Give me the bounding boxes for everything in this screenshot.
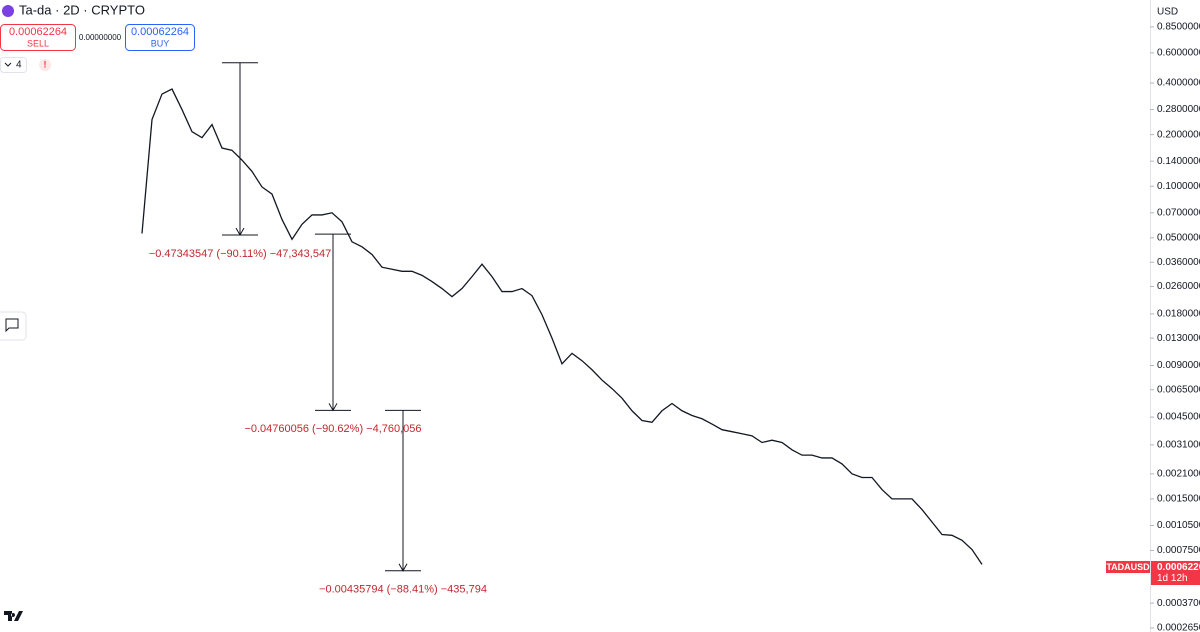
- arrow-head: [328, 403, 338, 412]
- buy-button[interactable]: [125, 24, 195, 51]
- arrow-head: [235, 227, 245, 236]
- chevron-icon: [4, 62, 12, 67]
- buy-label: BUY: [151, 38, 170, 48]
- price-line: [141, 88, 983, 565]
- y-tick-label: 0.0260000: [1157, 281, 1200, 292]
- y-tick-label: 0.2000000: [1157, 129, 1200, 140]
- sell-price: 0.00062264: [9, 26, 67, 38]
- y-tick-label: 0.1400000: [1157, 156, 1200, 167]
- symbol-title: Ta-da · 2D · CRYPTO: [19, 2, 145, 17]
- spread: 0.00000000: [79, 33, 122, 42]
- indicator-toggle[interactable]: [0, 57, 27, 73]
- y-tick-label: 0.8500000: [1157, 22, 1200, 33]
- symbol-icon: [2, 5, 14, 17]
- symbol-tag: [1106, 561, 1150, 573]
- y-tick-label: 0.6000000: [1157, 47, 1200, 58]
- measure: −0.00435794 (−88.41%) −435,794: [319, 409, 487, 596]
- alert-icon: !: [44, 59, 47, 69]
- y-tick-label: 0.0031000: [1157, 439, 1200, 450]
- y-tick-label: 0.4000000: [1157, 78, 1200, 89]
- measure: −0.47343547 (−90.11%) −47,343,547: [149, 62, 331, 260]
- y-tick-label: 0.0065000: [1157, 384, 1200, 395]
- y-tick-label: 0.1000000: [1157, 181, 1200, 192]
- symbol-tag-text: TADAUSD: [1106, 562, 1150, 572]
- measure-label: −0.00435794 (−88.41%) −435,794: [319, 584, 487, 596]
- measure-label: −0.04760056 (−90.62%) −4,760,056: [244, 423, 421, 435]
- y-tick-label: 0.0045000: [1157, 412, 1200, 423]
- measure-label: −0.47343547 (−90.11%) −47,343,547: [149, 248, 331, 260]
- plot-area: −0.47343547 (−90.11%) −47,343,547 −0.0476…: [141, 62, 983, 596]
- y-tick-label: 0.0002650: [1157, 623, 1200, 632]
- comment-icon: [5, 318, 19, 333]
- currency-label: USD: [1157, 7, 1178, 18]
- price-tag-text: 0.0006226: [1157, 562, 1200, 573]
- sell-label: SELL: [27, 38, 49, 48]
- y-tick-label: 0.0500000: [1157, 232, 1200, 243]
- y-tick-label: 0.0700000: [1157, 207, 1200, 218]
- comment-button[interactable]: [0, 311, 27, 341]
- y-tick-label: 0.0090000: [1157, 360, 1200, 371]
- measure: −0.04760056 (−90.62%) −4,760,056: [244, 233, 422, 435]
- alert-badge[interactable]: [39, 59, 51, 71]
- sell-button[interactable]: [0, 24, 76, 51]
- y-tick-label: 0.0015000: [1157, 494, 1200, 505]
- buy-price: 0.00062264: [131, 26, 189, 38]
- y-tick-label: 0.0360000: [1157, 257, 1200, 268]
- y-tick-label: 0.0130000: [1157, 333, 1200, 344]
- indicator-count: 4: [16, 60, 22, 71]
- arrow-head: [398, 563, 408, 572]
- price-tag: [1151, 561, 1200, 585]
- y-tick-label: 0.0180000: [1157, 309, 1200, 320]
- y-tick-label: 0.0010500: [1157, 520, 1200, 531]
- y-tick-label: 0.0021000: [1157, 468, 1200, 479]
- countdown: 1d 12h: [1157, 573, 1188, 584]
- logo: [4, 611, 23, 621]
- price-axis: 0.8500000 0.6000000 0.4000000 0.2800000 0.20…: [1150, 22, 1200, 632]
- y-tick-label: 0.2800000: [1157, 104, 1200, 115]
- y-tick-label: 0.0007500: [1157, 545, 1200, 556]
- y-tick-label: 0.0003700: [1157, 598, 1200, 609]
